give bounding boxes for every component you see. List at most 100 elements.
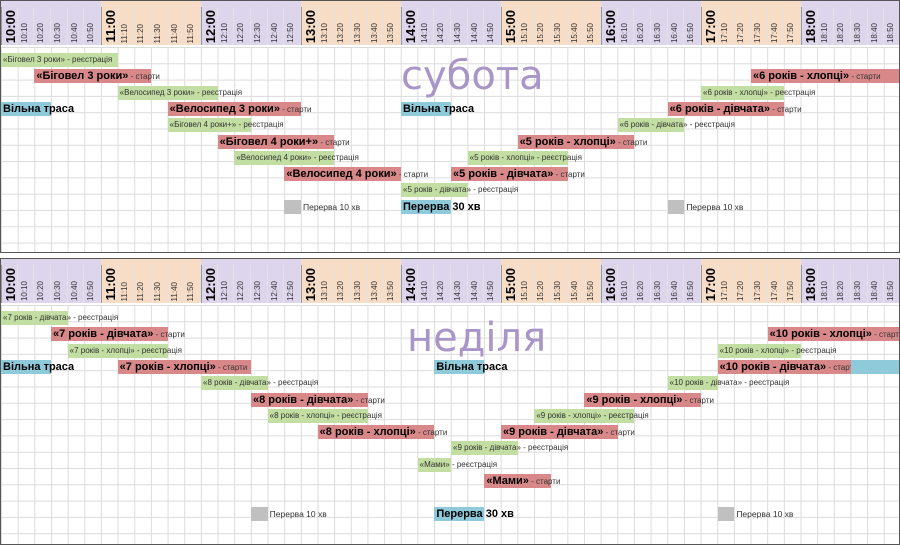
time-label: 13:20 <box>336 280 346 301</box>
time-header: 10:00 10:10 10:20 10:30 10:40 10:50 11:00 11:10… <box>1 7 899 45</box>
time-label: 11:20 <box>136 23 146 43</box>
time-slot: 15:50 <box>584 7 601 45</box>
registration-suffix: - реєстрація <box>134 345 183 355</box>
time-slot: 12:10 <box>217 265 235 303</box>
event-title: «Велосипед 4 роки» <box>236 152 312 162</box>
time-slot: 16:50 <box>684 7 701 45</box>
time-header: 10:00 10:10 10:20 10:30 10:40 10:50 11:00 11:10… <box>1 265 899 303</box>
event-bar <box>401 183 468 198</box>
hour-band <box>401 1 501 7</box>
event-label: Вільна траса <box>436 360 507 374</box>
time-label: 14:40 <box>469 22 479 43</box>
event-label: «Біговел 3 роки» - старти <box>36 69 160 84</box>
event-title: Вільна траса <box>436 360 508 373</box>
time-slot: 14:30 <box>451 7 468 45</box>
event-label: «7 років - дівчата» - старти <box>53 327 185 342</box>
hour-band <box>601 259 701 265</box>
event-label: Вільна траса <box>3 102 74 116</box>
event-bar <box>751 69 899 84</box>
hour-label: 17:00 <box>703 267 718 301</box>
event-label: Вільна траса <box>403 102 474 116</box>
event-title: «9 років - дівчата» <box>453 443 521 453</box>
event-bar <box>517 134 635 149</box>
time-slot: 11:20 <box>134 7 151 45</box>
time-slot: 13:00 <box>301 7 318 45</box>
hour-band <box>1 259 101 265</box>
event-title: Перерва 30 хв <box>403 200 481 213</box>
event-title: «5 років - дівчата» <box>453 168 554 181</box>
time-label: 14:50 <box>486 22 496 43</box>
event-label: «6 років - дівчата» - реєстрація <box>620 118 735 132</box>
time-label: 16:30 <box>653 22 662 43</box>
time-label: 14:30 <box>453 22 462 43</box>
time-slot: 15:00 <box>501 265 518 303</box>
time-slot: 12:40 <box>267 7 285 45</box>
registration-suffix: - реєстрація <box>534 152 583 162</box>
time-label: 11:10 <box>119 23 129 43</box>
time-label: 12:20 <box>236 280 246 301</box>
event-bar <box>217 134 335 149</box>
hour-label: 16:00 <box>603 267 618 301</box>
time-slot: 12:20 <box>234 265 251 303</box>
time-slot: 10:30 <box>51 265 68 303</box>
time-label: 18:20 <box>836 280 846 301</box>
event-title: «5 років - хлопці» <box>469 152 535 162</box>
time-label: 17:50 <box>786 22 796 43</box>
event-bar <box>717 506 735 521</box>
hour-band <box>201 259 301 265</box>
event-bar <box>434 359 485 374</box>
hour-label: 14:00 <box>403 9 418 43</box>
start-suffix: - старти <box>826 362 858 372</box>
day-title: субота <box>401 53 544 99</box>
time-slot: 16:20 <box>634 265 651 303</box>
time-slot: 11:20 <box>134 265 151 303</box>
time-label: 14:30 <box>453 280 462 301</box>
time-label: 10:50 <box>86 280 96 301</box>
time-slot: 14:30 <box>451 265 468 303</box>
time-label: 11:50 <box>186 23 196 43</box>
time-label: 16:10 <box>619 280 629 301</box>
event-label: Перерва 30 хв <box>436 507 514 521</box>
time-slot: 12:30 <box>251 265 268 303</box>
hour-label: 10:00 <box>3 267 18 301</box>
event-title: «Біговел 4 роки+» <box>219 135 319 148</box>
time-slot: 14:00 <box>401 7 418 45</box>
start-suffix: - старти <box>153 330 185 340</box>
hour-band <box>401 259 501 265</box>
time-slot: 17:40 <box>767 7 785 45</box>
event-bar <box>267 408 368 423</box>
event-label: «Велосипед 3 роки» - старти <box>170 102 312 117</box>
start-suffix: - старти <box>603 428 635 438</box>
event-bar <box>401 199 451 214</box>
time-slot: 17:30 <box>751 7 768 45</box>
time-slot: 15:10 <box>517 265 535 303</box>
time-label: 17:30 <box>753 280 762 301</box>
time-slot: 16:50 <box>684 265 701 303</box>
time-slot: 11:00 <box>101 7 118 45</box>
event-label: «9 років - дівчата» - реєстрація <box>453 441 568 455</box>
hour-label: 10:00 <box>3 9 18 43</box>
time-slot: 17:50 <box>784 265 801 303</box>
time-label: 13:40 <box>369 280 379 301</box>
time-slot: 10:10 <box>17 265 35 303</box>
time-label: 13:50 <box>386 22 396 43</box>
event-title: Вільна траса <box>3 360 75 373</box>
event-bar <box>117 85 218 100</box>
start-suffix: - старти <box>849 72 881 82</box>
start-suffix: - старти <box>553 170 585 180</box>
event-label: «8 років - дівчата» - реєстрація <box>203 376 318 390</box>
time-slot: 13:40 <box>367 7 385 45</box>
time-slot: 16:40 <box>667 265 685 303</box>
event-label: «10 років - хлопці» - реєстрація <box>720 344 837 358</box>
time-slot: 12:50 <box>284 7 301 45</box>
time-label: 15:40 <box>569 280 579 301</box>
time-label: 12:40 <box>269 22 279 43</box>
event-bar <box>284 199 301 214</box>
event-label: Перерва 10 хв <box>686 200 743 214</box>
time-slot: 11:40 <box>167 265 185 303</box>
event-title: «6 років - хлопці» <box>753 70 850 83</box>
start-suffix: - старти <box>874 330 899 340</box>
day-title: неділя <box>407 315 547 361</box>
event-title: «7 років - дівчата» <box>3 313 71 322</box>
